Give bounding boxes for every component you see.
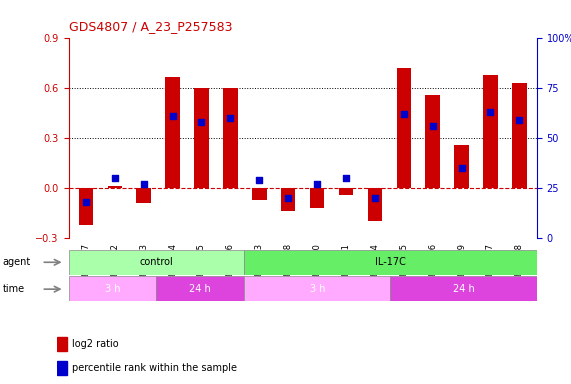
Bar bbox=[223, 88, 238, 188]
Text: 24 h: 24 h bbox=[453, 284, 475, 294]
Bar bbox=[368, 188, 382, 222]
Point bbox=[371, 195, 380, 201]
Point bbox=[515, 117, 524, 123]
Bar bbox=[512, 83, 526, 188]
Text: 3 h: 3 h bbox=[309, 284, 325, 294]
Point bbox=[197, 119, 206, 125]
Bar bbox=[79, 188, 93, 225]
Point bbox=[139, 181, 148, 187]
Text: log2 ratio: log2 ratio bbox=[72, 339, 119, 349]
Point bbox=[457, 165, 466, 171]
Bar bbox=[483, 75, 498, 188]
Point bbox=[428, 123, 437, 129]
Point bbox=[226, 115, 235, 121]
Bar bbox=[252, 188, 267, 200]
Text: GDS4807 / A_23_P257583: GDS4807 / A_23_P257583 bbox=[69, 20, 232, 33]
Bar bbox=[107, 187, 122, 188]
Bar bbox=[57, 337, 67, 351]
Bar bbox=[391, 276, 537, 301]
Text: 3 h: 3 h bbox=[104, 284, 120, 294]
Bar bbox=[397, 68, 411, 188]
Point bbox=[81, 199, 90, 205]
Text: percentile rank within the sample: percentile rank within the sample bbox=[72, 363, 237, 373]
Point bbox=[312, 181, 321, 187]
Bar bbox=[244, 250, 537, 275]
Text: agent: agent bbox=[3, 257, 31, 267]
Bar bbox=[194, 88, 208, 188]
Bar bbox=[156, 276, 244, 301]
Bar bbox=[310, 188, 324, 208]
Bar bbox=[281, 188, 295, 212]
Point bbox=[168, 113, 177, 119]
Point bbox=[255, 177, 264, 183]
Text: time: time bbox=[3, 284, 25, 294]
Point bbox=[399, 111, 408, 118]
Bar bbox=[455, 145, 469, 188]
Point bbox=[341, 175, 351, 181]
Bar bbox=[69, 250, 244, 275]
Point bbox=[110, 175, 119, 181]
Bar bbox=[69, 276, 156, 301]
Bar bbox=[244, 276, 391, 301]
Bar bbox=[136, 188, 151, 203]
Text: 24 h: 24 h bbox=[190, 284, 211, 294]
Point bbox=[284, 195, 293, 201]
Text: IL-17C: IL-17C bbox=[375, 257, 406, 267]
Bar bbox=[339, 188, 353, 195]
Point bbox=[486, 109, 495, 115]
Bar bbox=[57, 361, 67, 375]
Bar bbox=[425, 95, 440, 188]
Bar bbox=[166, 77, 180, 188]
Text: control: control bbox=[139, 257, 173, 267]
